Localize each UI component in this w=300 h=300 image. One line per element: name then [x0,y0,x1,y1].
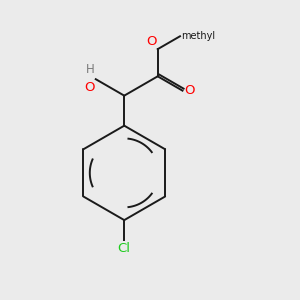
Text: O: O [146,35,156,48]
Text: Cl: Cl [118,242,131,255]
Text: H: H [85,63,94,76]
Text: O: O [184,84,194,97]
Text: methyl: methyl [182,31,216,41]
Text: O: O [84,81,94,94]
